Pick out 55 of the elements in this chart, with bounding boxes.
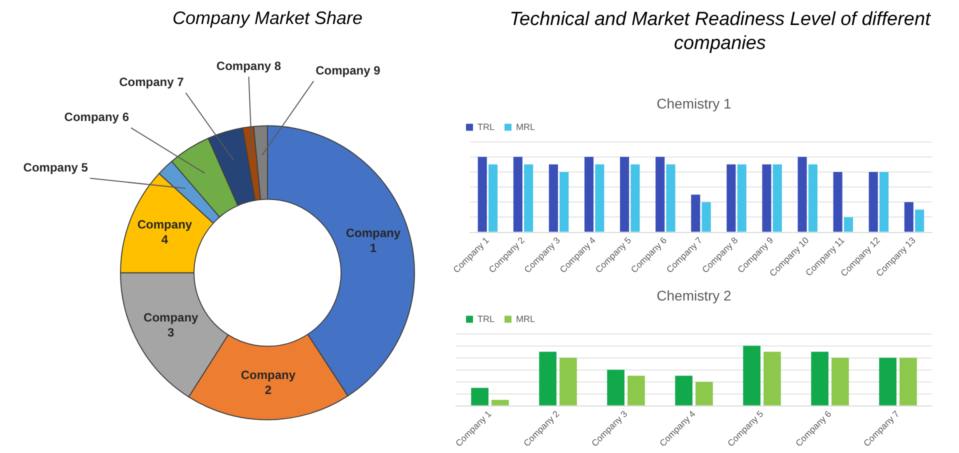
slice-label: Company 6 bbox=[64, 110, 130, 124]
bar bbox=[675, 376, 692, 406]
bar bbox=[656, 156, 665, 232]
legend-label: TRL bbox=[478, 122, 495, 132]
legend-label: MRL bbox=[516, 314, 536, 324]
bar bbox=[630, 164, 640, 232]
bar bbox=[524, 164, 534, 232]
chart-title: Chemistry 1 bbox=[656, 95, 732, 112]
bar bbox=[702, 202, 711, 232]
legend-label: MRL bbox=[516, 122, 536, 132]
bar bbox=[584, 156, 594, 232]
bar bbox=[798, 156, 807, 232]
chart-title: Company Market Share bbox=[172, 8, 363, 28]
bar bbox=[560, 172, 569, 232]
bar bbox=[772, 164, 782, 232]
bar bbox=[900, 358, 917, 406]
bar bbox=[844, 217, 854, 232]
bar bbox=[478, 156, 487, 232]
slice-label: Company 3 bbox=[144, 310, 199, 340]
bar bbox=[879, 358, 896, 406]
bar bbox=[548, 164, 558, 232]
slice-label: Company 7 bbox=[119, 75, 184, 90]
bar bbox=[808, 164, 818, 232]
chart-title: Chemistry 2 bbox=[656, 287, 732, 304]
text: Technical and Market Readiness Level of different companies bbox=[508, 8, 932, 56]
bar bbox=[743, 346, 760, 406]
bar bbox=[915, 210, 924, 232]
bar bbox=[560, 358, 577, 406]
legend-label: TRL bbox=[478, 314, 495, 324]
slice-label: Company 9 bbox=[316, 63, 381, 78]
bar bbox=[726, 164, 736, 232]
bar bbox=[595, 164, 604, 232]
bar bbox=[628, 376, 645, 406]
bar bbox=[832, 358, 849, 406]
slice-label: Company 8 bbox=[216, 58, 282, 73]
bar bbox=[539, 352, 556, 406]
slice-label: Company 2 bbox=[240, 368, 296, 397]
bar bbox=[811, 352, 828, 406]
bar bbox=[762, 164, 772, 232]
bar bbox=[513, 156, 522, 232]
bar bbox=[620, 156, 630, 232]
bar bbox=[691, 194, 700, 232]
bar bbox=[737, 164, 746, 232]
bar bbox=[492, 400, 509, 406]
bar bbox=[868, 172, 878, 232]
bar bbox=[879, 172, 889, 232]
bar bbox=[904, 202, 914, 232]
bar bbox=[471, 388, 488, 406]
bar bbox=[488, 164, 498, 232]
bar bbox=[696, 382, 713, 406]
bar bbox=[666, 164, 676, 232]
bar bbox=[607, 370, 624, 406]
slice-label: Company 5 bbox=[23, 160, 88, 175]
bar bbox=[833, 172, 842, 232]
bar bbox=[764, 352, 781, 406]
